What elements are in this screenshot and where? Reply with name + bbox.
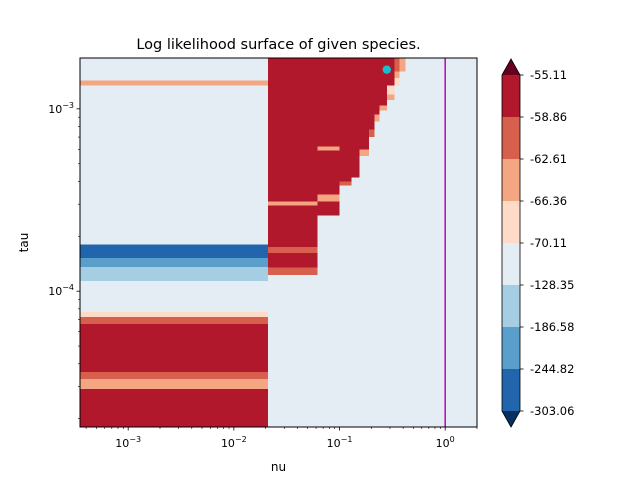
likelihood-region — [80, 80, 268, 86]
colorbar-tick-label: -58.86 — [530, 110, 567, 124]
likelihood-region — [80, 372, 268, 379]
colorbar-band — [502, 285, 520, 328]
likelihood-region — [379, 58, 387, 106]
x-tick-label: 10−3 — [115, 435, 141, 450]
likelihood-region — [80, 311, 268, 318]
likelihood-region — [267, 267, 318, 275]
likelihood-region — [394, 77, 400, 86]
colorbar-band — [502, 327, 520, 370]
colorbar-tick-label: -62.61 — [530, 152, 567, 166]
colorbar-band — [502, 75, 520, 118]
colorbar: -55.11 -58.86 -62.61 -66.36 -70.11 -128.35 -18… — [501, 58, 574, 428]
colorbar-tick-label: -303.06 — [530, 404, 574, 418]
colorbar-band — [502, 201, 520, 244]
colorbar-tick-label: -55.11 — [530, 68, 567, 82]
likelihood-region — [80, 324, 268, 373]
likelihood-region — [339, 181, 352, 186]
likelihood-region — [368, 58, 375, 130]
colorbar-band — [502, 117, 520, 160]
plot-markers — [382, 58, 446, 427]
x-axis-label: nu — [271, 460, 286, 474]
likelihood-region — [394, 58, 400, 72]
likelihood-region — [317, 194, 340, 202]
likelihood-region — [386, 94, 395, 100]
colorbar-tick-label: -70.11 — [530, 236, 567, 250]
likelihood-region — [80, 389, 268, 427]
likelihood-region — [267, 252, 318, 268]
best-fit-point — [382, 65, 391, 74]
y-axis-label: tau — [17, 233, 31, 253]
chart-title: Log likelihood surface of given species. — [136, 37, 420, 53]
likelihood-region — [351, 156, 360, 178]
x-axis-ticks: 10−3 10−2 10−1 100 — [85, 427, 478, 450]
likelihood-regions — [80, 58, 406, 427]
likelihood-region — [267, 58, 318, 202]
x-tick-label: 10−1 — [327, 435, 353, 450]
colorbar-band — [502, 159, 520, 202]
likelihood-region — [374, 58, 380, 115]
likelihood-region — [317, 58, 340, 147]
likelihood-region — [368, 129, 375, 138]
likelihood-region — [267, 205, 318, 247]
likelihood-region — [386, 85, 395, 95]
colorbar-band — [502, 369, 520, 412]
colorbar-band — [502, 243, 520, 286]
likelihood-region — [399, 58, 406, 72]
likelihood-region — [80, 266, 268, 281]
x-tick-label: 10−2 — [221, 435, 247, 450]
likelihood-region — [80, 244, 268, 259]
likelihood-region — [386, 58, 395, 86]
colorbar-tick-label: -66.36 — [530, 194, 567, 208]
likelihood-region — [317, 150, 340, 195]
likelihood-region — [379, 105, 387, 111]
y-tick-label: 10−3 — [48, 101, 74, 116]
likelihood-region — [374, 114, 380, 122]
colorbar-tick-label: -244.82 — [530, 362, 574, 376]
likelihood-region — [359, 58, 369, 150]
likelihood-region — [359, 149, 369, 157]
plot-frame — [79, 57, 478, 428]
x-tick-label: 100 — [436, 435, 455, 450]
likelihood-region — [80, 258, 268, 267]
likelihood-region — [267, 246, 318, 253]
colorbar-tick-label: -128.35 — [530, 278, 574, 292]
colorbar-extend-top — [502, 59, 520, 75]
likelihood-region — [317, 201, 340, 216]
likelihood-region — [317, 146, 340, 151]
colorbar-extend-bottom — [502, 411, 520, 427]
likelihood-region — [267, 201, 318, 206]
likelihood-region — [394, 71, 400, 78]
likelihood-region — [80, 317, 268, 325]
likelihood-region — [80, 378, 268, 390]
likelihood-region — [339, 58, 352, 182]
likelihood-region — [351, 58, 360, 157]
y-tick-label: 10−4 — [48, 283, 74, 298]
y-axis-ticks: 10−3 10−4 — [48, 101, 80, 419]
colorbar-tick-label: -186.58 — [530, 320, 574, 334]
